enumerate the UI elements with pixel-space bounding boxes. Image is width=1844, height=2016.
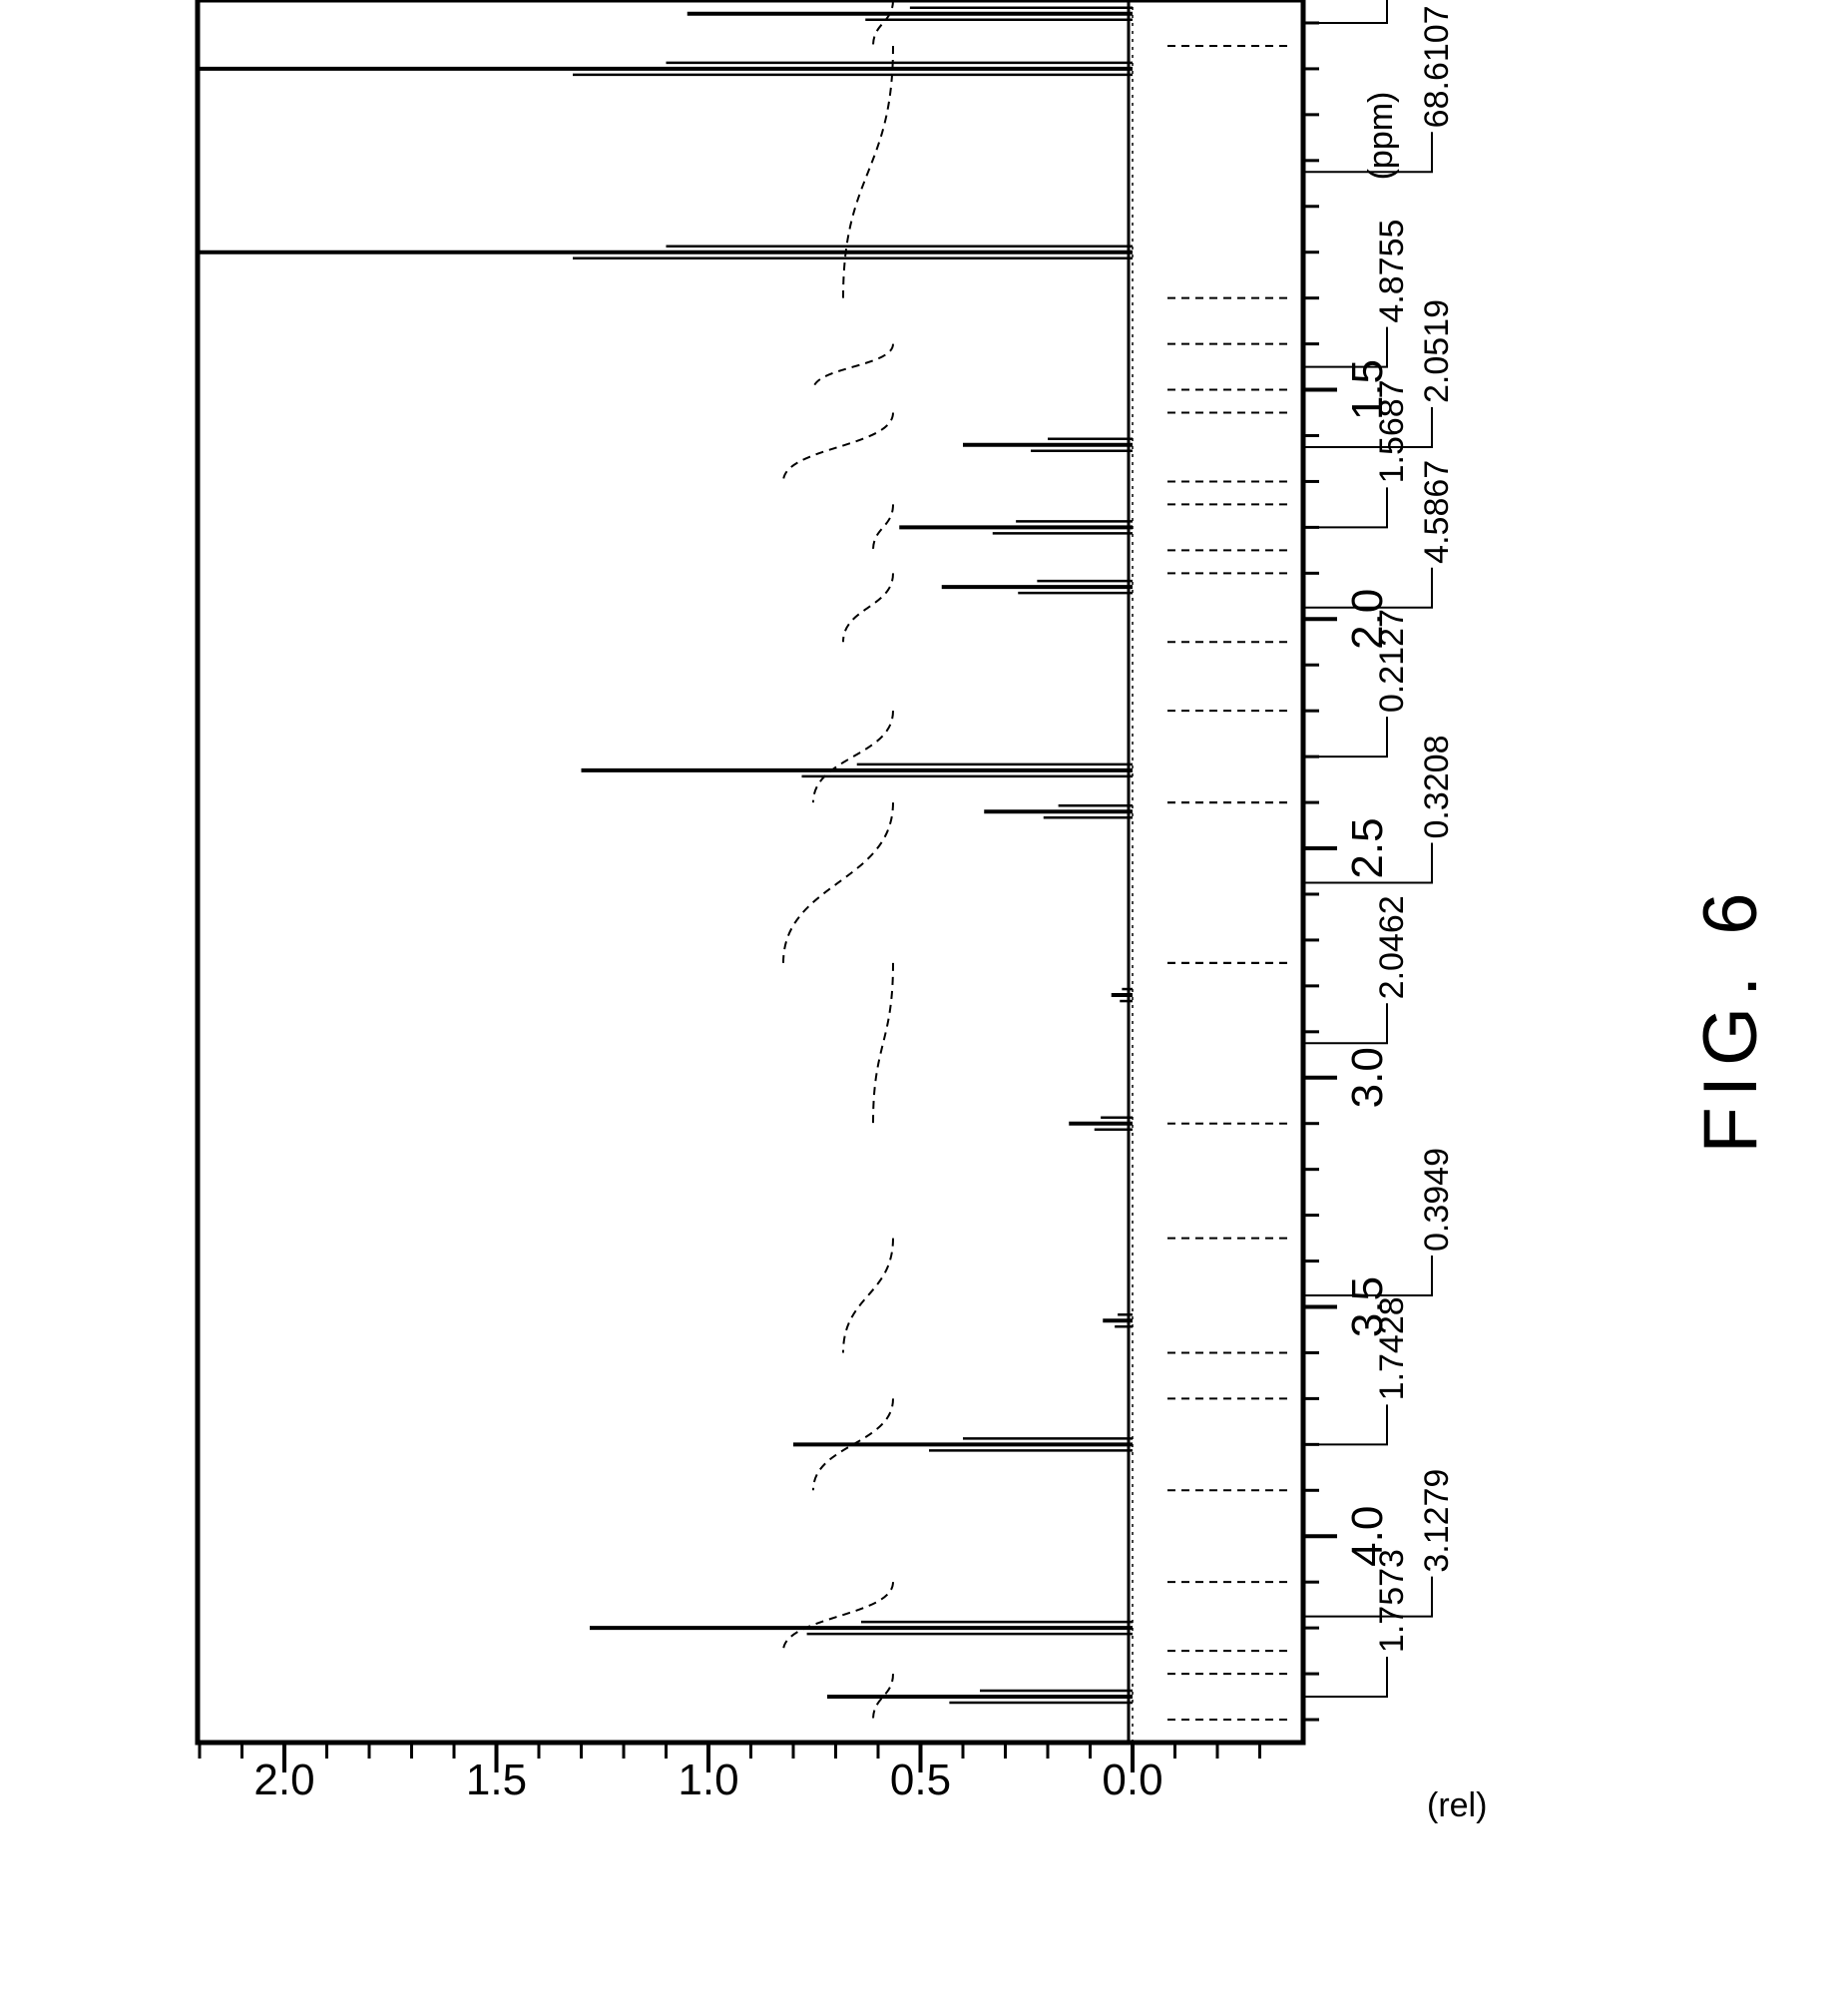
y-tick-label-0: 0.0 bbox=[1102, 1756, 1162, 1804]
y-tick-label-4: 2.0 bbox=[253, 1756, 314, 1804]
integral-value-9: 0.3949 bbox=[1418, 1148, 1456, 1252]
integral-bounds bbox=[1167, 0, 1287, 1720]
integral-leader-12 bbox=[1303, 1657, 1387, 1697]
integral-leader-4 bbox=[1303, 487, 1387, 527]
integral-curve-7 bbox=[783, 802, 893, 963]
integral-curve-5 bbox=[843, 573, 893, 642]
y-axis-label: (rel) bbox=[1427, 1786, 1487, 1824]
y-tick-label-1: 0.5 bbox=[890, 1756, 951, 1804]
rotated-figure: 1.52.02.53.03.54.0 0.00.51.01.52.0 7.425… bbox=[198, 0, 1773, 1824]
integral-value-7: 0.3208 bbox=[1418, 735, 1456, 838]
integral-value-2: 4.8755 bbox=[1373, 220, 1411, 323]
integral-value-1: 68.6107 bbox=[1418, 5, 1456, 128]
integral-leader-11 bbox=[1303, 1577, 1432, 1617]
figure-label: FIG. 6 bbox=[1688, 882, 1773, 1153]
x-tick-label-3: 3.0 bbox=[1343, 1047, 1392, 1108]
integral-curve-2 bbox=[813, 344, 893, 390]
y-axis: 0.0 0.5 1.0 1.5 2.0 bbox=[200, 1743, 1260, 1804]
integral-curve-1 bbox=[843, 46, 893, 298]
integral-curve-11 bbox=[783, 1582, 893, 1651]
integral-curve-8 bbox=[873, 963, 893, 1124]
integral-leader-6 bbox=[1303, 717, 1387, 756]
plot-frame bbox=[198, 0, 1303, 1743]
integral-leader-0 bbox=[1303, 0, 1387, 23]
integral-value-11: 3.1279 bbox=[1418, 1469, 1456, 1573]
integral-curve-3 bbox=[783, 413, 893, 482]
integral-curve-9 bbox=[843, 1239, 893, 1353]
integral-value-5: 4.5867 bbox=[1418, 460, 1456, 564]
integral-curve-4 bbox=[873, 504, 893, 550]
y-tick-label-3: 1.5 bbox=[466, 1756, 527, 1804]
integral-value-10: 1.7428 bbox=[1373, 1296, 1411, 1400]
y-tick-label-2: 1.0 bbox=[678, 1756, 738, 1804]
integral-leader-10 bbox=[1303, 1404, 1387, 1444]
x-axis-label: (ppm) bbox=[1362, 92, 1400, 181]
integral-value-3: 2.0519 bbox=[1418, 299, 1456, 403]
integral-curve-6 bbox=[813, 711, 893, 802]
integral-value-12: 1.7573 bbox=[1373, 1549, 1411, 1653]
integral-value-8: 2.0462 bbox=[1373, 895, 1411, 999]
integral-value-4: 1.5687 bbox=[1373, 379, 1411, 483]
x-tick-label-2: 2.5 bbox=[1343, 817, 1392, 878]
integral-curve-0 bbox=[873, 0, 893, 46]
spectrum-trace bbox=[200, 0, 1133, 1743]
integral-leader-8 bbox=[1303, 1003, 1387, 1043]
integral-value-6: 0.2127 bbox=[1373, 609, 1411, 713]
